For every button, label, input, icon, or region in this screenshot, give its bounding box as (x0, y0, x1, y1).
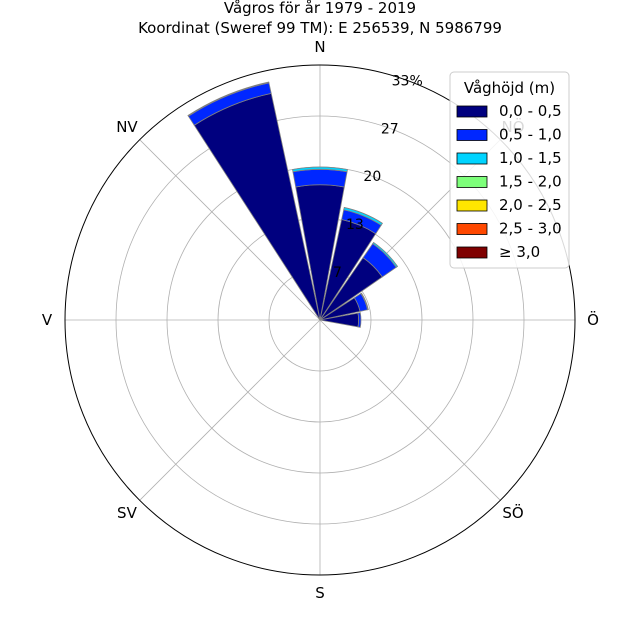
ring-label-4: 27 (381, 121, 399, 137)
compass-label-3: SÖ (502, 503, 523, 522)
ring-label-3: 20 (363, 169, 381, 185)
grid-spoke-315 (139, 139, 321, 321)
legend-box (449, 71, 570, 269)
rose-bars (187, 81, 399, 328)
legend: Våghöjd (m) 0,0 - 0,5 0,5 - 1,0 1,0 - 1,5 1,… (449, 71, 570, 269)
grid-spoke-135 (319, 319, 501, 501)
legend-swatch-0 (456, 105, 488, 118)
ring-labels: 7 13 20 27 33% (333, 73, 423, 281)
bar-90-bin-1 (357, 312, 362, 328)
legend-swatch-5 (456, 223, 488, 235)
legend-swatch-3 (456, 176, 488, 188)
legend-swatch-2 (456, 152, 488, 165)
compass-label-5: SV (117, 504, 138, 522)
bar-0-bin-1 (292, 168, 348, 188)
chart-title-line1: Vågros för år 1979 - 2019 (224, 0, 416, 17)
ring-label-1: 7 (333, 265, 342, 281)
legend-label-6: ≥ 3,0 (499, 243, 540, 261)
grid-spoke-225 (139, 319, 321, 501)
bar-0-bin-2 (292, 166, 348, 173)
bar-22_5-bin-2 (343, 206, 384, 226)
bar-45-bin-2 (372, 241, 399, 268)
legend-label-1: 0,5 - 1,0 (499, 126, 562, 144)
compass-label-0: N (314, 38, 325, 56)
legend-swatch-6 (456, 246, 488, 259)
compass-label-2: Ö (587, 310, 599, 329)
bar-67_5-bin-2 (360, 292, 369, 311)
ring-label-5: 33% (392, 73, 423, 89)
legend-label-2: 1,0 - 1,5 (499, 149, 562, 167)
ring-label-2: 13 (346, 217, 364, 233)
chart-title-line2: Koordinat (Sweref 99 TM): E 256539, N 59… (138, 19, 502, 37)
legend-label-0: 0,0 - 0,5 (499, 102, 562, 120)
compass-label-4: S (315, 584, 325, 602)
compass-label-6: V (42, 311, 53, 329)
legend-label-5: 2,5 - 3,0 (499, 220, 562, 238)
outer-ring (64, 64, 576, 576)
legend-swatch-1 (456, 129, 488, 141)
legend-label-4: 2,0 - 2,5 (499, 196, 562, 214)
compass-label-7: NV (116, 118, 138, 136)
legend-label-3: 1,5 - 2,0 (499, 173, 562, 191)
legend-swatch-4 (456, 199, 488, 212)
legend-title: Våghöjd (m) (464, 79, 555, 97)
bar-337_5-bin-2 (187, 81, 270, 117)
